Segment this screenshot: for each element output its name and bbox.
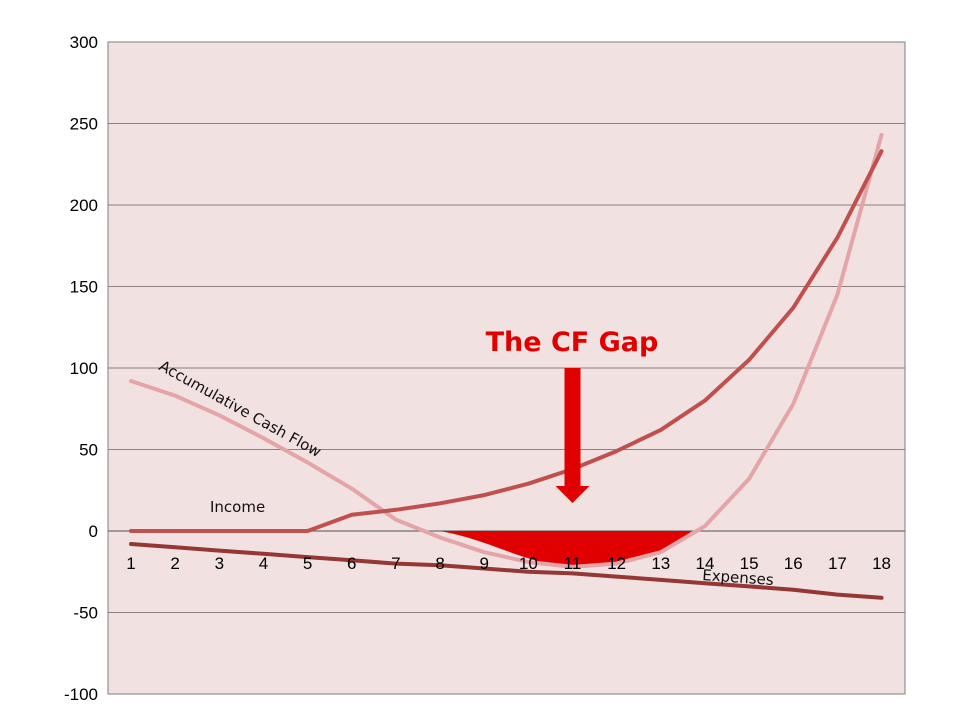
x-tick-label: 9 [479, 554, 488, 573]
y-tick-label: 200 [70, 196, 98, 215]
cf-gap-area [440, 531, 692, 566]
y-tick-label: -50 [73, 604, 98, 623]
x-tick-label: 10 [519, 554, 538, 573]
x-tick-label: 13 [651, 554, 670, 573]
y-tick-label: 250 [70, 115, 98, 134]
y-tick-label: 300 [70, 33, 98, 52]
y-tick-label: -100 [64, 685, 98, 704]
x-axis-tick-labels: 1 2 3 4 5 6 7 8 9 10 11 12 13 14 15 16 17 18 [126, 554, 891, 573]
series-line-expenses [129, 542, 884, 600]
x-tick-label: 4 [259, 554, 268, 573]
x-tick-label: 8 [435, 554, 444, 573]
x-tick-label: 6 [347, 554, 356, 573]
x-tick-label: 5 [303, 554, 312, 573]
series-line-accumulative-cash-flow [129, 132, 884, 569]
series-label-expenses: Expenses [702, 566, 775, 589]
x-tick-label: 17 [828, 554, 847, 573]
x-tick-label: 11 [564, 554, 582, 573]
series-line-income [129, 149, 884, 533]
x-tick-label: 1 [126, 554, 135, 573]
x-tick-label: 12 [607, 554, 626, 573]
y-tick-label: 150 [70, 278, 98, 297]
cf-gap-title: The CF Gap [486, 327, 659, 358]
y-tick-label: 0 [89, 522, 98, 541]
x-tick-label: 15 [740, 554, 759, 573]
x-tick-label: 2 [170, 554, 179, 573]
cf-gap-arrow-icon [555, 368, 590, 503]
y-tick-label: 100 [70, 359, 98, 378]
x-tick-label: 14 [695, 554, 714, 573]
series-lines [129, 132, 884, 600]
x-tick-label: 7 [391, 554, 400, 573]
series-label-income: Income [210, 498, 265, 516]
x-tick-label: 3 [215, 554, 224, 573]
x-tick-label: 18 [872, 554, 891, 573]
y-tick-label: 50 [79, 441, 98, 460]
x-tick-label: 16 [784, 554, 803, 573]
down-arrow-icon [555, 368, 590, 503]
y-axis-tick-labels: 300 250 200 150 100 50 0 -50 -100 [64, 33, 98, 704]
